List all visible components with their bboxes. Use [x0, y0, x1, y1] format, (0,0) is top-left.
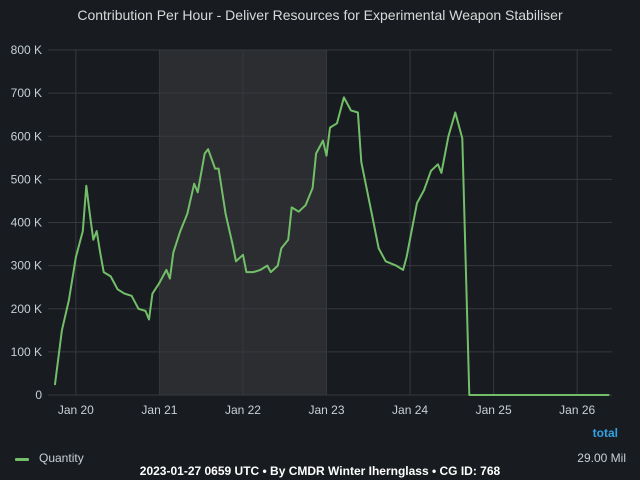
- footer-caption: 2023-01-27 0659 UTC • By CMDR Winter Ihe…: [139, 464, 501, 478]
- data-point: [252, 271, 255, 273]
- data-point: [395, 264, 397, 267]
- series-line-quantity: [54, 96, 610, 396]
- y-tick-label: 100 K: [11, 345, 42, 359]
- chart-plot-area: 0 100 K 200 K 300 K 400 K 500 K 600 K 700 K 800 …: [11, 43, 612, 417]
- data-point: [102, 271, 105, 273]
- x-tick-label: Jan 25: [476, 403, 512, 417]
- data-point: [377, 247, 380, 250]
- data-point: [402, 269, 404, 271]
- y-tick-label: 600 K: [11, 129, 42, 143]
- data-point: [297, 210, 300, 213]
- y-tick-label: 400 K: [11, 216, 42, 230]
- x-tick-label: Jan 20: [58, 403, 94, 417]
- data-point: [290, 206, 293, 209]
- data-point: [322, 139, 324, 142]
- x-tick-label: Jan 24: [392, 403, 428, 417]
- data-point: [203, 152, 206, 155]
- data-point: [165, 269, 168, 271]
- data-point: [266, 264, 269, 267]
- data-point: [231, 243, 234, 245]
- data-point: [214, 167, 216, 170]
- data-point: [423, 189, 425, 191]
- data-point: [207, 148, 209, 150]
- data-point: [137, 307, 140, 310]
- data-point: [350, 109, 352, 112]
- chart-title: Contribution Per Hour - Deliver Resource…: [77, 7, 563, 23]
- data-point: [99, 251, 102, 254]
- data-point: [123, 292, 126, 295]
- x-tick-label: Jan 26: [559, 403, 595, 417]
- legend-label-quantity[interactable]: Quantity: [39, 451, 84, 465]
- data-point: [357, 111, 359, 114]
- data-point: [315, 152, 317, 155]
- data-point: [259, 269, 262, 271]
- data-point: [158, 282, 161, 284]
- x-tick-label: Jan 22: [225, 403, 261, 417]
- data-point: [144, 310, 147, 312]
- data-point: [405, 256, 408, 258]
- data-point: [179, 230, 182, 232]
- data-point: [311, 187, 314, 189]
- data-point: [280, 247, 283, 250]
- data-point: [186, 213, 189, 215]
- data-point: [329, 126, 331, 129]
- x-tick-label: Jan 23: [309, 403, 345, 417]
- y-tick-label: 800 K: [11, 43, 42, 57]
- data-point: [61, 329, 63, 332]
- data-point: [148, 318, 150, 321]
- data-point: [468, 394, 471, 396]
- data-point: [109, 275, 112, 278]
- data-point: [461, 137, 464, 140]
- legend-stat-value: 29.00 Mil: [577, 451, 626, 465]
- data-point: [116, 288, 119, 291]
- data-point: [224, 213, 227, 215]
- data-point: [336, 122, 338, 125]
- y-tick-label: 700 K: [11, 86, 42, 100]
- data-point: [92, 238, 95, 241]
- data-point: [193, 182, 196, 185]
- data-point: [447, 135, 450, 138]
- data-point: [196, 191, 199, 194]
- y-tick-label: 200 K: [11, 302, 42, 316]
- data-point: [276, 264, 279, 267]
- data-point: [75, 256, 77, 258]
- data-point: [217, 167, 220, 170]
- data-point: [430, 169, 432, 172]
- data-point: [370, 213, 373, 215]
- data-point: [270, 271, 272, 273]
- data-point: [82, 230, 84, 232]
- data-point: [416, 202, 418, 204]
- data-point: [242, 254, 244, 256]
- data-point: [607, 394, 610, 396]
- data-point: [325, 154, 328, 157]
- x-tick-label: Jan 21: [141, 403, 177, 417]
- data-point: [343, 96, 345, 99]
- data-point: [85, 185, 88, 187]
- legend-swatch-quantity: [15, 458, 29, 461]
- y-tick-label: 0: [35, 388, 42, 402]
- legend-stat-header[interactable]: total: [592, 426, 618, 440]
- data-point: [287, 238, 290, 241]
- data-point: [68, 299, 70, 301]
- data-point: [88, 213, 91, 215]
- y-tick-label: 300 K: [11, 259, 42, 273]
- data-point: [440, 172, 443, 174]
- data-point: [304, 204, 307, 207]
- data-point: [360, 161, 363, 163]
- data-point: [54, 383, 56, 386]
- data-point: [172, 251, 175, 254]
- data-point: [454, 111, 457, 114]
- data-point: [437, 163, 439, 166]
- y-tick-label: 500 K: [11, 172, 42, 186]
- data-point: [384, 260, 387, 263]
- data-point: [130, 295, 133, 297]
- data-point: [151, 292, 154, 295]
- data-point: [169, 277, 171, 280]
- data-point: [95, 230, 98, 232]
- data-point: [245, 271, 248, 273]
- data-point: [235, 260, 237, 263]
